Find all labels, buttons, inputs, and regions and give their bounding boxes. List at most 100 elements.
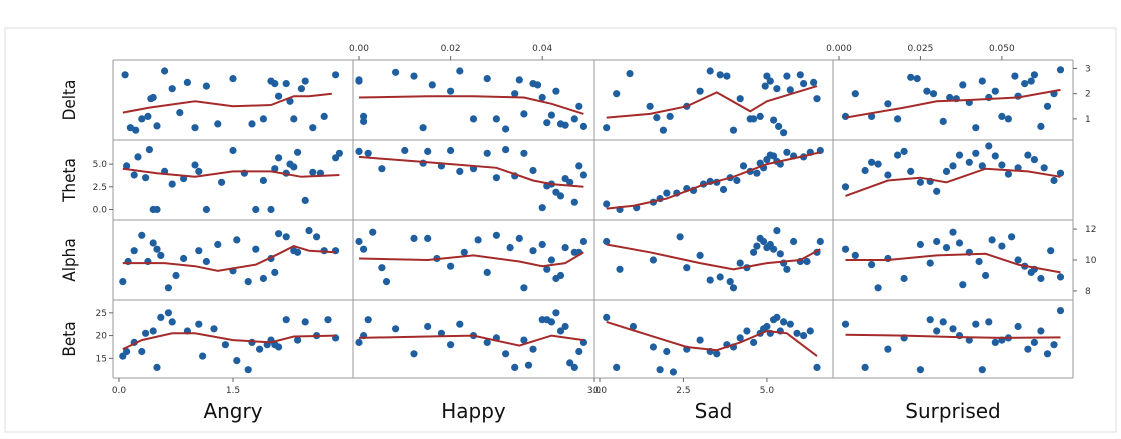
data-point [392, 325, 400, 333]
data-point [294, 148, 302, 156]
data-point [603, 237, 611, 246]
data-point [851, 90, 859, 98]
data-point [841, 320, 850, 328]
smoother-line [358, 155, 584, 188]
data-point [355, 77, 363, 85]
smoother-line [358, 251, 584, 268]
data-point [419, 124, 427, 132]
x-tick-label: 0.02 [441, 44, 461, 54]
data-point [153, 205, 161, 214]
panel-content [355, 146, 588, 212]
smoother-line [358, 95, 584, 115]
data-point [282, 316, 290, 324]
panel-content [603, 227, 824, 292]
data-point [275, 92, 283, 100]
panel-beta-surprised [841, 307, 1065, 374]
data-point [926, 259, 934, 267]
panel-content [355, 228, 588, 292]
data-point [138, 115, 146, 123]
row-label-theta: Theta [60, 158, 80, 203]
data-point [297, 85, 305, 93]
data-point [603, 124, 611, 132]
data-point [149, 239, 157, 247]
data-point [153, 245, 161, 253]
data-point [783, 265, 791, 273]
data-point [424, 234, 432, 242]
data-point [1030, 71, 1038, 79]
data-point [157, 313, 165, 321]
data-point [816, 237, 824, 246]
data-point [570, 115, 578, 123]
data-point [570, 363, 578, 371]
data-point [756, 112, 764, 120]
data-point [248, 120, 256, 128]
x-tick-label: 0.000 [826, 44, 852, 54]
data-point [1043, 102, 1052, 110]
data-point [1056, 307, 1065, 315]
data-point [616, 265, 624, 273]
data-point [290, 115, 298, 123]
data-point [313, 233, 321, 241]
data-point [360, 117, 368, 125]
data-point [511, 90, 519, 98]
panel-delta-sad [603, 67, 821, 137]
data-point [939, 318, 947, 326]
data-point [874, 160, 882, 168]
data-point [998, 242, 1006, 250]
panel-content [119, 227, 340, 292]
data-point [1014, 256, 1022, 264]
data-point [502, 146, 510, 154]
data-point [218, 178, 226, 186]
data-point [1037, 274, 1045, 283]
data-point [149, 327, 157, 335]
data-point [320, 112, 328, 120]
data-point [275, 154, 283, 162]
data-point [492, 115, 500, 123]
data-point [259, 274, 267, 283]
data-point [271, 165, 279, 173]
data-point [706, 276, 714, 284]
data-point [719, 185, 728, 194]
data-point [575, 162, 583, 170]
data-point [1040, 164, 1048, 172]
panel-content [841, 307, 1065, 374]
data-point [750, 115, 758, 123]
data-point [355, 237, 363, 246]
panel-content [121, 67, 340, 134]
y-tick-label: 2 [1085, 90, 1091, 100]
panel-beta-happy [355, 309, 588, 371]
data-point [773, 313, 781, 321]
data-point [884, 171, 892, 179]
data-point [1056, 66, 1065, 74]
data-point [401, 146, 409, 155]
data-point [123, 347, 131, 356]
data-point [369, 228, 377, 236]
data-point [324, 316, 332, 324]
data-point [579, 122, 588, 130]
data-point [130, 247, 138, 255]
panel-theta-sad [603, 146, 824, 214]
data-point [706, 67, 714, 75]
data-point [195, 247, 203, 255]
data-point [271, 80, 279, 88]
data-point [360, 245, 368, 253]
data-point [713, 350, 721, 358]
data-point [456, 67, 464, 75]
data-point [978, 77, 986, 85]
data-point [543, 119, 551, 127]
data-point [172, 271, 180, 280]
data-point [355, 147, 363, 155]
data-point [810, 78, 818, 86]
data-point [783, 148, 791, 156]
data-point [543, 265, 551, 273]
data-point [335, 149, 343, 157]
data-point [726, 278, 734, 286]
data-point [991, 338, 999, 346]
data-point [202, 205, 210, 214]
data-point [561, 322, 569, 331]
data-point [907, 167, 915, 175]
smoother-line [122, 332, 336, 351]
data-point [868, 158, 876, 166]
data-point [382, 278, 391, 286]
data-point [556, 192, 565, 200]
